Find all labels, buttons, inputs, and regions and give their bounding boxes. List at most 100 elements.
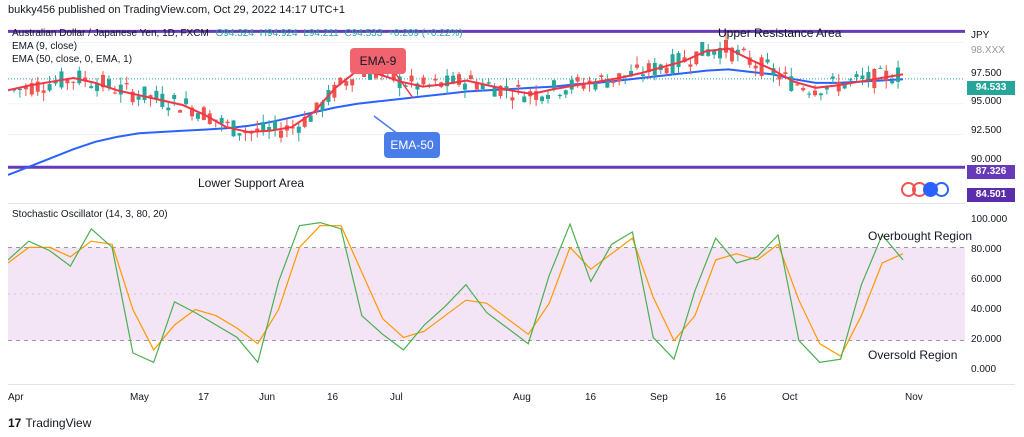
candle-body xyxy=(308,115,313,122)
replay-icons[interactable] xyxy=(901,182,949,200)
candle-body xyxy=(777,74,782,80)
candle-body xyxy=(522,96,527,103)
candle-body xyxy=(35,81,40,92)
ohlc-low: L94.211 xyxy=(303,28,339,39)
candle-body xyxy=(688,64,693,67)
tick-95000: 95.000 xyxy=(971,96,1002,107)
candle-body xyxy=(753,65,758,69)
stoch-chart[interactable] xyxy=(7,204,965,384)
candle-body xyxy=(184,98,189,105)
candle-body xyxy=(403,85,408,87)
candle-body xyxy=(219,117,224,124)
candle-body xyxy=(741,48,746,51)
candle-body xyxy=(860,75,865,79)
candle-body xyxy=(486,82,491,84)
candle-body xyxy=(765,59,770,63)
candle-body xyxy=(195,113,200,119)
ema9-legend[interactable]: EMA (9, close) xyxy=(12,41,78,52)
candle-body xyxy=(546,94,550,99)
candle-body xyxy=(718,47,723,59)
candle-body xyxy=(635,64,639,68)
candle-body xyxy=(676,53,681,68)
price-chart[interactable] xyxy=(7,24,965,202)
symbol-name: Australian Dollar / Japanese Yen, 1D, FX… xyxy=(12,28,209,39)
candle-body xyxy=(807,93,812,95)
candle-body xyxy=(178,110,183,113)
x-label-sep: Sep xyxy=(650,392,668,403)
candle-body xyxy=(836,81,841,92)
ema50-legend[interactable]: EMA (50, close, 0, EMA, 1) xyxy=(12,54,133,65)
candle-body xyxy=(884,70,889,81)
candle-body xyxy=(575,77,580,82)
candle-body xyxy=(771,68,776,76)
candle-body xyxy=(255,128,260,132)
ema9-callout: EMA-9 xyxy=(350,48,406,74)
stoch-panel[interactable]: Stochastic Oscillator (14, 3, 80, 20) Ov… xyxy=(7,203,972,384)
candle-body xyxy=(813,90,817,96)
candle-body xyxy=(172,94,177,100)
candle-body xyxy=(747,57,752,65)
time-axis[interactable] xyxy=(8,384,1015,405)
stoch-d-line xyxy=(7,225,904,357)
stoch-k-line xyxy=(7,221,904,364)
price-scale[interactable]: JPY 98.XXX 97.500 95.000 92.500 90.000 xyxy=(965,24,1015,202)
ema50-line xyxy=(7,68,904,176)
candle-body xyxy=(795,84,800,86)
candle-body xyxy=(338,77,343,85)
candle-body xyxy=(694,51,699,65)
x-label-aug: Aug xyxy=(513,392,531,403)
candle-body xyxy=(89,86,94,88)
bottom-price-badge: 84.501 xyxy=(967,188,1015,202)
upper-resistance-label: Upper Resistance Area xyxy=(718,26,842,40)
candle-body xyxy=(534,91,539,100)
candle-body xyxy=(581,84,586,89)
candle-body xyxy=(77,70,82,84)
candle-body xyxy=(848,79,853,81)
tradingview-logo-icon: 17 xyxy=(8,416,22,430)
candle-body xyxy=(290,127,295,129)
candle-body xyxy=(53,80,58,84)
footer-brand: TradingView xyxy=(25,416,92,430)
candle-body xyxy=(451,75,456,84)
overbought-label: Overbought Region xyxy=(868,229,973,243)
x-label-aug16: 16 xyxy=(585,392,597,403)
stoch-tick-60: 60.000 xyxy=(971,274,1002,285)
stoch-scale[interactable]: 100.000 80.000 60.000 40.000 20.000 0.00… xyxy=(965,203,1015,383)
candle-body xyxy=(101,74,105,88)
ema9-callout-pointer xyxy=(395,73,414,99)
stoch-tick-40: 40.000 xyxy=(971,304,1002,315)
candle-body xyxy=(474,83,479,90)
tick-92500: 92.500 xyxy=(971,125,1002,136)
candle-body xyxy=(17,88,22,91)
stoch-tick-0: 0.000 xyxy=(971,364,997,375)
candle-body xyxy=(332,84,337,98)
play-icon-2[interactable] xyxy=(934,182,949,197)
candle-body xyxy=(65,79,70,84)
price-panel[interactable]: Australian Dollar / Japanese Yen, 1D, FX… xyxy=(7,24,965,202)
candle-body xyxy=(190,107,194,117)
publisher-line: bukky456 published on TradingView.com, O… xyxy=(8,4,346,16)
candle-body xyxy=(878,67,883,69)
candle-body xyxy=(724,39,728,53)
candle-body xyxy=(124,83,129,85)
stoch-legend[interactable]: Stochastic Oscillator (14, 3, 80, 20) xyxy=(12,209,168,220)
candle-body xyxy=(516,84,521,87)
x-label-oct: Oct xyxy=(782,392,798,403)
lower-support-label: Lower Support Area xyxy=(198,176,305,190)
candle-body xyxy=(824,85,829,90)
candle-body xyxy=(243,131,248,134)
stoch-band xyxy=(8,247,965,341)
candle-body xyxy=(729,47,734,62)
candle-body xyxy=(106,79,111,88)
candle-body xyxy=(563,90,568,95)
candle-body xyxy=(302,116,307,127)
x-label-sep16: 16 xyxy=(715,392,727,403)
candle-body xyxy=(118,84,123,95)
stoch-tick-20: 20.000 xyxy=(971,334,1002,345)
tradingview-footer[interactable]: 17 TradingView xyxy=(8,416,91,430)
candle-body xyxy=(640,74,645,76)
candle-body xyxy=(801,88,806,91)
candle-body xyxy=(789,76,794,91)
candle-body xyxy=(866,72,871,82)
candle-body xyxy=(154,90,159,100)
